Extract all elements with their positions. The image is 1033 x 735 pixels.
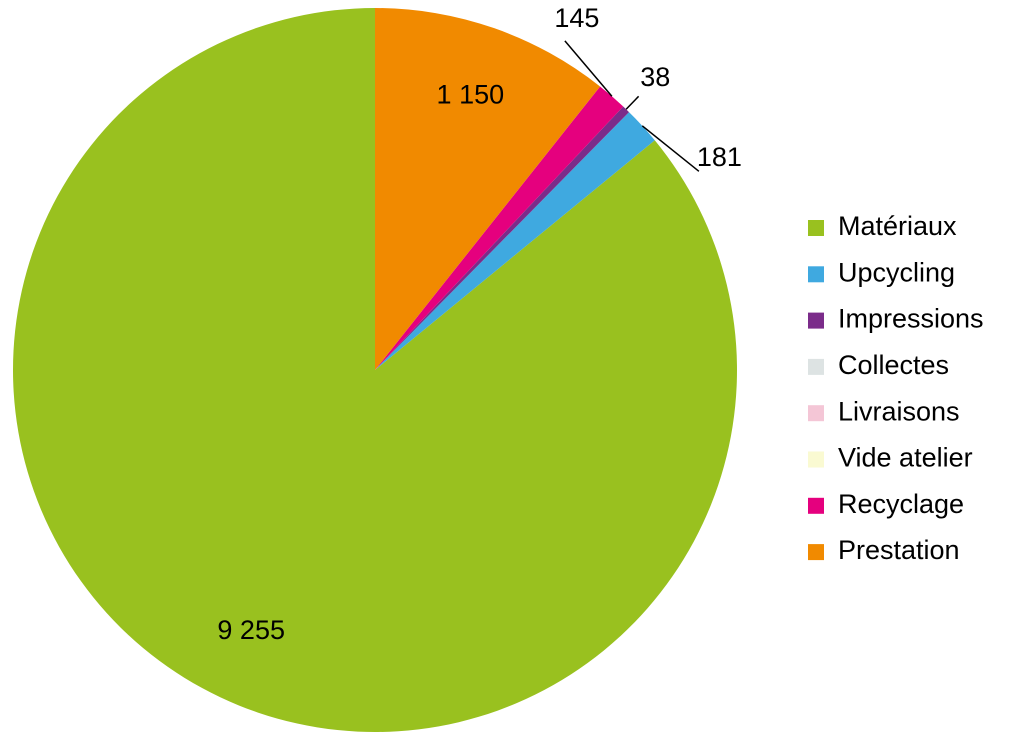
legend-swatch — [808, 405, 824, 422]
legend-label: Collectes — [838, 350, 949, 380]
data-label: 1 150 — [437, 80, 505, 110]
legend-swatch — [808, 497, 824, 514]
legend-swatch — [808, 220, 824, 236]
legend-label: Recyclage — [838, 489, 964, 519]
legend-swatch — [808, 312, 824, 329]
data-label: 181 — [697, 142, 742, 172]
leader-line — [625, 95, 640, 110]
legend-swatch — [808, 544, 824, 561]
leader-line — [564, 40, 613, 97]
legend-label: Upcycling — [838, 257, 955, 287]
pie-slice — [13, 8, 738, 732]
legend-swatch — [808, 451, 824, 468]
legend-label: Impressions — [838, 304, 984, 334]
data-label: 145 — [554, 3, 599, 33]
pie-slice — [375, 106, 630, 370]
legend-label: Vide atelier — [838, 443, 973, 473]
pie-slice — [375, 112, 655, 371]
data-label: 38 — [640, 62, 670, 92]
pie-slice — [375, 86, 624, 370]
legend-label: Matériaux — [838, 211, 957, 241]
legend-label: Livraisons — [838, 396, 960, 426]
data-label: 9 255 — [217, 615, 285, 645]
leader-line — [641, 125, 700, 172]
legend-swatch — [808, 266, 824, 283]
pie-slice — [375, 8, 601, 370]
legend-label: Prestation — [838, 535, 960, 565]
legend-swatch — [808, 358, 824, 375]
